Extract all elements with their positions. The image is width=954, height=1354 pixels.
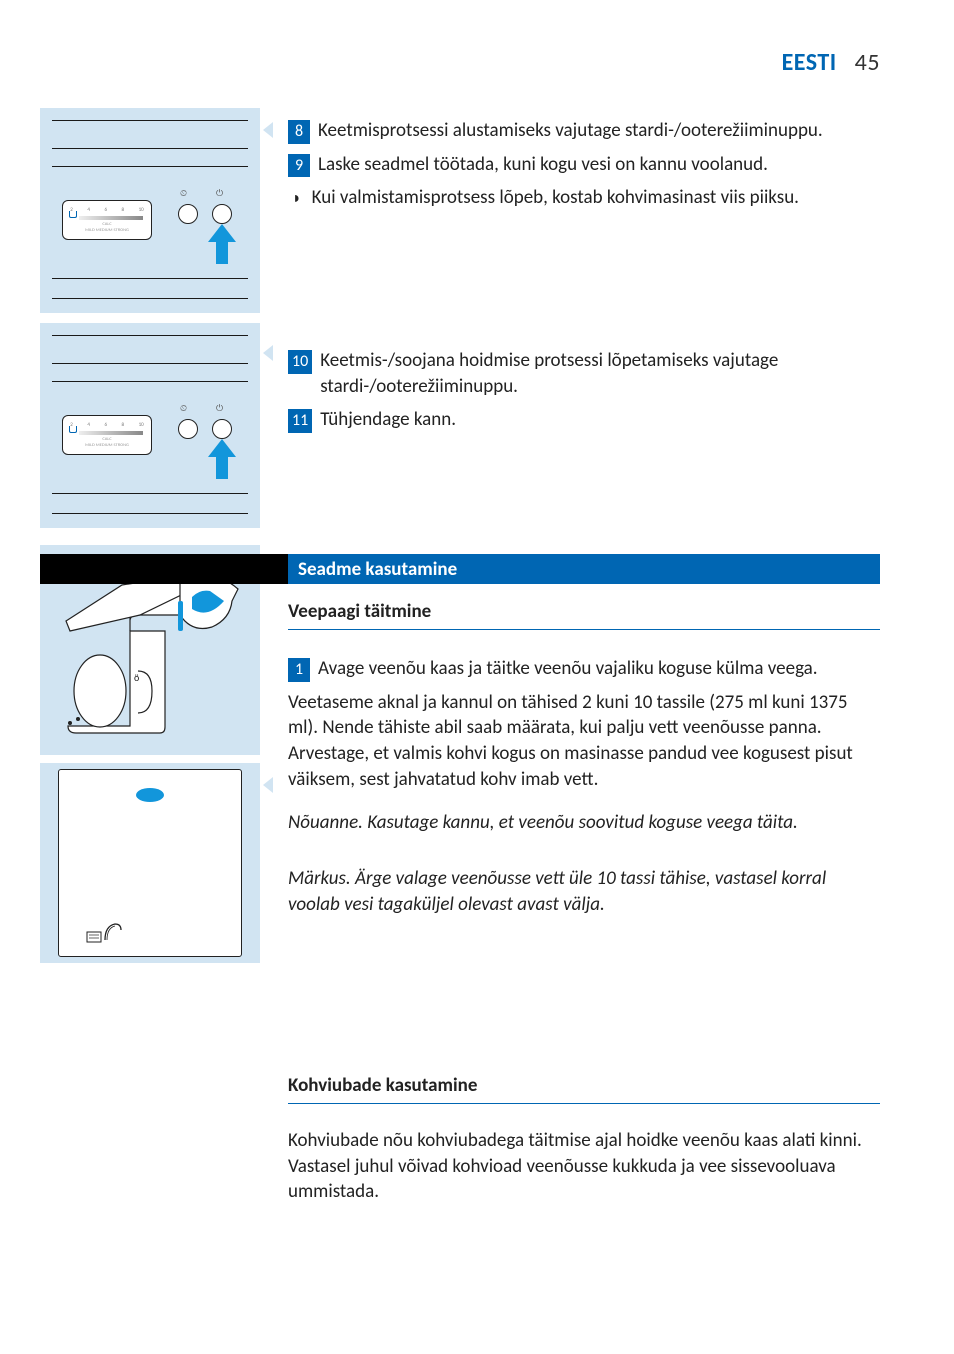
figure-panel-2: 2 4 6 8 10 CALC MILD MEDIUM STRONG ⏲ ⏻ [40,323,260,528]
step-text: Laske seadmel töötada, kuni kogu vesi on… [318,152,880,178]
svg-text:ö: ö [134,671,139,684]
steps-10-11: 10 Keetmis-/soojana hoidmise protsessi l… [288,348,880,441]
bullet-text: Kui valmistamisprotsess lõpeb, kostab ko… [312,185,799,211]
subsection-fill-tank: Veepaagi täitmine [288,600,880,630]
step-11: 11 Tühjendage kann. [288,407,880,433]
section-bar: Seadme kasutamine [40,554,880,584]
power-icon: ⏻ [216,403,223,414]
step-9: 9 Laske seadmel töötada, kuni kogu vesi … [288,152,880,178]
figure-panel-1: 2 4 6 8 10 CALC MILD MEDIUM STRONG ⏲ ⏻ [40,108,260,313]
timer-icon: ⏲ [180,188,187,199]
beans-text: Kohviubade nõu kohviubadega täitmise aja… [288,1128,880,1205]
step-8: 8 Keetmisprotsessi alustamiseks vajutage… [288,118,880,144]
step-9-bullet: ◗ Kui valmistamisprotsess lõpeb, kostab … [288,185,880,211]
subsection-beans: Kohviubade kasutamine [288,1074,880,1104]
subheading: Veepaagi täitmine [288,600,880,623]
header-language: EESTI [782,48,837,77]
page-header: EESTI 45 [782,48,880,77]
beans-text-block: Kohviubade nõu kohviubadega täitmise aja… [288,1128,880,1205]
step-number: 1 [288,658,310,682]
step-number: 9 [288,154,310,178]
machine-illustration: ö [60,571,240,741]
fill-step-1: 1 Avage veenõu kaas ja täitke veenõu vaj… [288,656,880,682]
arrow-press-icon [208,439,236,479]
figure-column: 2 4 6 8 10 CALC MILD MEDIUM STRONG ⏲ ⏻ 2 [40,0,260,820]
arrow-press-icon [208,224,236,264]
step-text: Keetmisprotsessi alustamiseks vajutage s… [318,118,880,144]
steps-8-9: 8 Keetmisprotsessi alustamiseks vajutage… [288,118,880,219]
fill-note-block: Märkus. Ärge valage veenõusse vett üle 1… [288,866,880,917]
figure-tank-top [40,763,260,963]
header-page-number: 45 [855,48,880,77]
subheading: Kohviubade kasutamine [288,1074,880,1097]
step-text: Avage veenõu kaas ja täitke veenõu vajal… [318,656,880,682]
tank-indicator [136,788,164,802]
fill-step-block: 1 Avage veenõu kaas ja täitke veenõu vaj… [288,656,880,836]
step-number: 10 [288,350,312,374]
fill-note: Märkus. Ärge valage veenõusse vett üle 1… [288,866,880,917]
power-icon: ⏻ [216,188,223,199]
fill-tip: Nõuanne. Kasutage kannu, et veenõu soovi… [288,810,880,836]
fill-body-text: Veetaseme aknal ja kannul on tähised 2 k… [288,690,880,793]
step-10: 10 Keetmis-/soojana hoidmise protsessi l… [288,348,880,399]
timer-icon: ⏲ [180,403,187,414]
bullet-icon: ◗ [292,188,302,210]
divider [288,629,880,630]
section-bar-accent [40,554,288,584]
step-text: Keetmis-/soojana hoidmise protsessi lõpe… [320,348,880,399]
step-text: Tühjendage kann. [320,407,880,433]
section-title: Seadme kasutamine [288,554,880,584]
divider [288,1103,880,1104]
step-number: 8 [288,120,310,144]
step-number: 11 [288,409,312,433]
